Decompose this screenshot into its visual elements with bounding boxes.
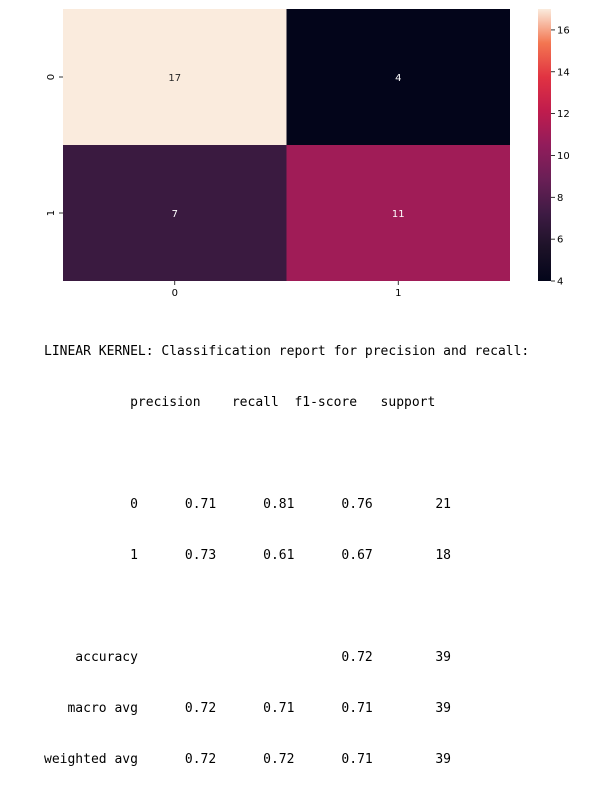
report-class-row: 0 0.71 0.81 0.76 21 — [44, 497, 451, 512]
heatmap-cell — [286, 145, 510, 281]
cell-value-label: 11 — [392, 209, 405, 220]
report-title: LINEAR KERNEL: Classification report for… — [44, 344, 530, 359]
colorbar-tick-label: 16 — [557, 25, 570, 36]
y-axis-ticks: 01 — [46, 74, 63, 216]
heatmap-cell — [63, 145, 287, 281]
heatmap-cell — [63, 9, 287, 145]
y-tick-label: 0 — [46, 74, 57, 80]
report-summary-row: accuracy 0.72 39 — [44, 650, 451, 665]
report-header-row: precision recall f1-score support — [44, 395, 436, 410]
colorbar-tick-label: 10 — [557, 151, 570, 162]
report-summary-row: macro avg 0.72 0.71 0.71 39 — [44, 701, 451, 716]
classification-report: LINEAR KERNEL: Classification report for… — [44, 309, 529, 785]
cell-value-label: 17 — [168, 73, 181, 84]
cell-value-label: 4 — [395, 73, 401, 84]
colorbar-tick-label: 4 — [557, 277, 563, 288]
y-tick-label: 1 — [46, 210, 57, 216]
cell-value-label: 7 — [172, 209, 178, 220]
heatmap-cells: 17 4 7 11 — [63, 9, 510, 281]
heatmap-cell — [286, 9, 510, 145]
x-tick-label: 1 — [395, 288, 401, 299]
colorbar-tick-label: 14 — [557, 67, 570, 78]
blank-line — [44, 445, 529, 462]
colorbar-tick-label: 6 — [557, 235, 563, 246]
blank-line — [44, 598, 529, 615]
colorbar-tick-label: 8 — [557, 193, 563, 204]
report-summary-row: weighted avg 0.72 0.72 0.71 39 — [44, 752, 451, 767]
colorbar-ticks: 4 6 8 10 12 14 16 — [551, 25, 570, 288]
colorbar — [538, 9, 551, 281]
colorbar-tick-label: 12 — [557, 109, 570, 120]
x-tick-label: 0 — [172, 288, 178, 299]
report-class-row: 1 0.73 0.61 0.67 18 — [44, 548, 451, 563]
